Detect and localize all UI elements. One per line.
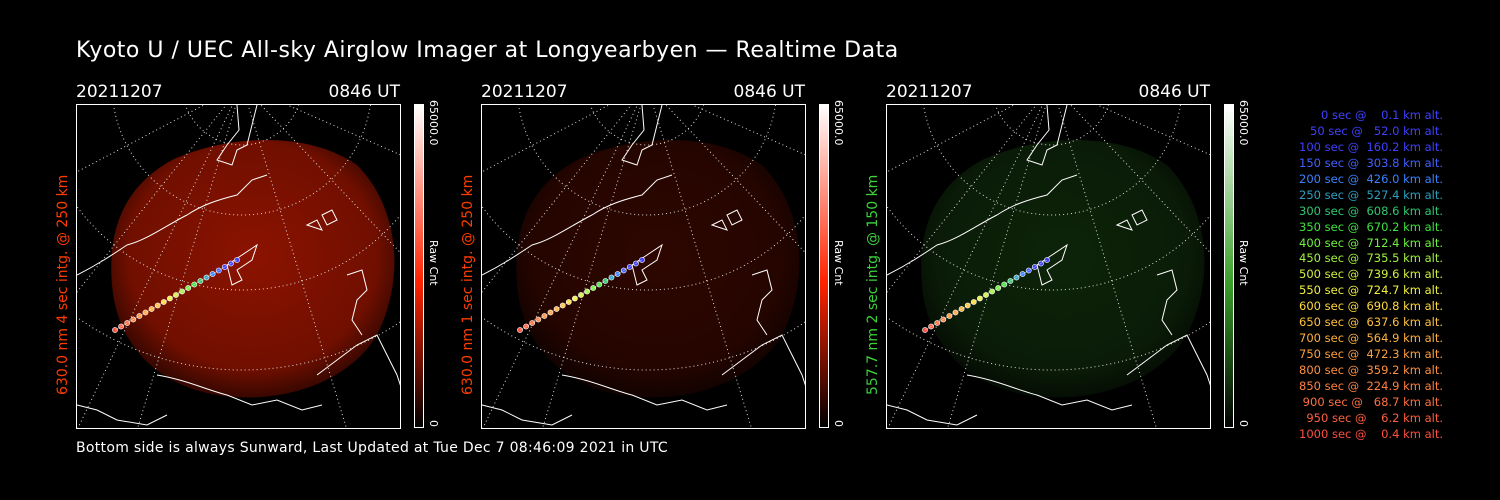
legend-row: 550 sec @ 724.7 km alt. xyxy=(1295,283,1443,298)
panel-ylabel: 630.0 nm 1 sec intg. @ 250 km xyxy=(460,174,476,395)
panel-date: 20211207 xyxy=(481,82,568,102)
legend-row: 1000 sec @ 0.4 km alt. xyxy=(1299,426,1443,441)
satellite-trajectory xyxy=(922,257,1050,333)
satellite-trajectory xyxy=(517,257,645,333)
legend-row: 150 sec @ 303.8 km alt. xyxy=(1295,155,1443,170)
legend-row: 850 sec @ 224.9 km alt. xyxy=(1295,378,1443,393)
legend-row: 600 sec @ 690.8 km alt. xyxy=(1295,299,1443,314)
coastline xyxy=(482,105,805,426)
footer-status: Bottom side is always Sunward, Last Upda… xyxy=(76,440,668,456)
legend-row: 0 sec @ 0.1 km alt. xyxy=(1310,108,1443,122)
colorbar-unit-label: Raw Cnt xyxy=(832,240,845,286)
legend-row: 500 sec @ 739.6 km alt. xyxy=(1295,267,1443,282)
colorbar-max-label: 65000.0 xyxy=(427,100,440,146)
allsky-map xyxy=(76,104,401,429)
panel-ylabel: 557.7 nm 2 sec intg. @ 150 km xyxy=(865,174,881,395)
allsky-map xyxy=(886,104,1211,429)
airglow-region xyxy=(111,140,395,398)
panel-date: 20211207 xyxy=(886,82,973,102)
airglow-region xyxy=(921,140,1205,398)
lat-lon-grid xyxy=(887,105,1210,428)
legend-row: 200 sec @ 426.0 km alt. xyxy=(1295,171,1443,186)
legend-row: 650 sec @ 637.6 km alt. xyxy=(1295,315,1443,330)
legend-row: 950 sec @ 6.2 km alt. xyxy=(1302,410,1443,425)
panel-time: 0846 UT xyxy=(733,82,806,102)
airglow-region xyxy=(516,140,800,398)
legend-row: 50 sec @ 52.0 km alt. xyxy=(1302,123,1443,138)
legend-row: 350 sec @ 670.2 km alt. xyxy=(1295,219,1443,234)
colorbar-max-label: 65000.0 xyxy=(1237,100,1250,146)
trajectory-legend: 0 sec @ 0.1 km alt. 50 sec @ 52.0 km alt… xyxy=(1255,108,1443,443)
colorbar-max-label: 65000.0 xyxy=(832,100,845,146)
panel-time: 0846 UT xyxy=(1138,82,1211,102)
lat-lon-grid xyxy=(482,105,805,428)
colorbar-min-label: 0 xyxy=(427,420,440,427)
legend-row: 400 sec @ 712.4 km alt. xyxy=(1295,235,1443,250)
colorbar-unit-label: Raw Cnt xyxy=(427,240,440,286)
legend-row: 750 sec @ 472.3 km alt. xyxy=(1295,347,1443,362)
legend-row: 700 sec @ 564.9 km alt. xyxy=(1295,331,1443,346)
satellite-trajectory xyxy=(112,257,240,333)
legend-row: 900 sec @ 68.7 km alt. xyxy=(1299,394,1443,409)
colorbar xyxy=(1224,104,1234,428)
allsky-map xyxy=(481,104,806,429)
legend-row: 450 sec @ 735.5 km alt. xyxy=(1295,251,1443,266)
legend-row: 800 sec @ 359.2 km alt. xyxy=(1295,363,1443,377)
colorbar-min-label: 0 xyxy=(832,420,845,427)
panel-date: 20211207 xyxy=(76,82,163,102)
panel-time: 0846 UT xyxy=(328,82,401,102)
coastline xyxy=(887,105,1210,426)
colorbar-min-label: 0 xyxy=(1237,420,1250,427)
coastline xyxy=(77,105,400,426)
page-title: Kyoto U / UEC All-sky Airglow Imager at … xyxy=(76,38,899,63)
lat-lon-grid xyxy=(77,105,400,428)
legend-row: 250 sec @ 527.4 km alt. xyxy=(1295,187,1443,202)
colorbar-unit-label: Raw Cnt xyxy=(1237,240,1250,286)
colorbar xyxy=(414,104,424,428)
colorbar xyxy=(819,104,829,428)
panel-ylabel: 630.0 nm 4 sec intg. @ 250 km xyxy=(55,174,71,395)
legend-row: 300 sec @ 608.6 km alt. xyxy=(1295,203,1443,218)
legend-row: 100 sec @ 160.2 km alt. xyxy=(1295,139,1443,154)
